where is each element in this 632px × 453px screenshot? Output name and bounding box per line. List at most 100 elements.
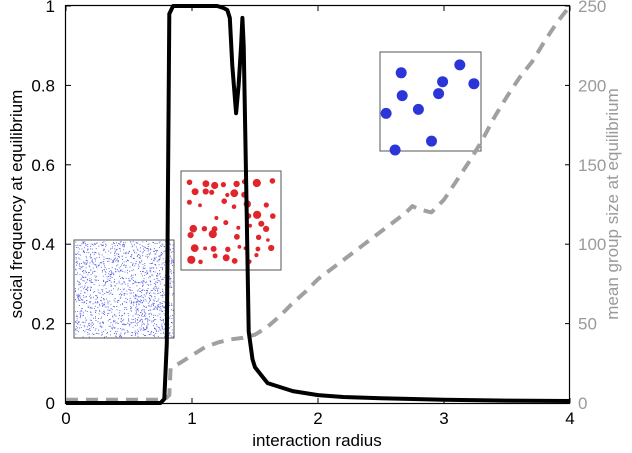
- inset-dot: [152, 304, 154, 306]
- inset-dot: [133, 319, 135, 320]
- inset-dot: [90, 269, 92, 271]
- inset-dot: [75, 290, 77, 292]
- inset-dot: [164, 314, 166, 316]
- inset-dot: [106, 306, 108, 308]
- inset-dot: [100, 243, 102, 245]
- inset-dot: [123, 324, 125, 326]
- inset-dot: [151, 258, 152, 260]
- inset-large-groups: [379, 51, 482, 156]
- inset-dot: [152, 299, 154, 301]
- inset-dot: [95, 316, 96, 318]
- inset-dot: [170, 249, 171, 251]
- inset-dot: [82, 336, 84, 338]
- inset-dot: [154, 253, 156, 255]
- inset-dot: [164, 336, 166, 338]
- inset-dot: [94, 258, 96, 260]
- inset-dot: [148, 249, 150, 251]
- inset-dot: [95, 320, 97, 321]
- inset-dot: [132, 292, 134, 294]
- inset-dot: [162, 279, 164, 280]
- inset-dot: [136, 248, 138, 250]
- inset-dot: [142, 241, 144, 243]
- inset-dot: [80, 313, 82, 315]
- inset-dot: [108, 250, 110, 252]
- inset-dot: [117, 328, 119, 330]
- inset-dot: [102, 333, 103, 335]
- inset-dot: [112, 260, 114, 262]
- inset-dot: [153, 314, 154, 316]
- inset-dot: [120, 304, 122, 306]
- inset-dot: [150, 309, 152, 311]
- inset-dot: [159, 313, 161, 315]
- inset-dot: [82, 266, 84, 267]
- inset-dot: [119, 297, 121, 299]
- inset-dot: [123, 278, 124, 280]
- inset-dot: [171, 329, 173, 331]
- inset-dot: [114, 320, 116, 322]
- inset-dot: [117, 269, 118, 271]
- inset-dot: [114, 314, 116, 315]
- inset-cluster: [208, 230, 217, 239]
- inset-dot: [104, 271, 106, 272]
- inset-dot: [90, 294, 91, 296]
- inset-dot: [115, 271, 117, 273]
- inset-dot: [161, 253, 163, 255]
- inset-snapshots: [73, 51, 482, 339]
- inset-dot: [168, 316, 170, 318]
- inset-dot: [85, 244, 87, 246]
- inset-dot: [164, 262, 166, 263]
- inset-dot: [127, 331, 129, 333]
- inset-dot: [99, 264, 100, 266]
- inset-dot: [114, 251, 116, 253]
- inset-dot: [94, 244, 96, 245]
- inset-dot: [146, 292, 148, 294]
- inset-dot: [157, 250, 158, 251]
- inset-small-groups: [180, 170, 282, 271]
- inset-dot: [108, 268, 110, 269]
- inset-dot: [111, 309, 113, 310]
- inset-dot: [136, 305, 138, 307]
- inset-dot: [96, 297, 98, 299]
- inset-dot: [132, 274, 134, 276]
- inset-dot: [164, 306, 166, 308]
- inset-dot: [135, 242, 137, 244]
- inset-dot: [111, 277, 113, 278]
- inset-dot: [148, 284, 150, 286]
- inset-dot: [153, 300, 155, 302]
- inset-dot: [99, 310, 101, 312]
- inset-dot: [83, 302, 85, 304]
- inset-dot: [128, 323, 130, 325]
- inset-dot: [154, 306, 156, 308]
- inset-dot: [146, 289, 148, 291]
- inset-dot: [122, 304, 123, 306]
- inset-dot: [145, 318, 146, 320]
- inset-dot: [127, 253, 129, 254]
- inset-dot: [152, 303, 154, 305]
- inset-dot: [154, 271, 156, 273]
- left-axis-tick-labels: 0 0.2 0.4 0.6 0.8 1: [31, 0, 55, 413]
- inset-dot: [94, 302, 96, 304]
- inset-dot: [98, 313, 100, 315]
- inset-dot: [91, 325, 93, 326]
- inset-dot: [157, 315, 159, 317]
- inset-dot: [127, 272, 128, 274]
- inset-dot: [150, 249, 152, 250]
- inset-dot: [96, 295, 98, 297]
- inset-dot: [95, 310, 97, 312]
- inset-dot: [172, 309, 174, 311]
- inset-dot: [103, 322, 104, 324]
- inset-dot: [105, 329, 107, 331]
- inset-dot: [102, 322, 103, 324]
- inset-dot: [76, 274, 78, 276]
- inset-dot: [138, 304, 140, 306]
- inset-dot: [142, 268, 144, 270]
- inset-dot: [120, 266, 122, 268]
- inset-dot: [152, 309, 154, 310]
- inset-dot: [156, 275, 157, 277]
- inset-dot: [160, 267, 162, 268]
- inset-dot: [123, 282, 125, 283]
- inset-dot: [162, 268, 163, 270]
- inset-dot: [163, 333, 165, 334]
- inset-dot: [145, 329, 147, 330]
- inset-dot: [110, 330, 111, 332]
